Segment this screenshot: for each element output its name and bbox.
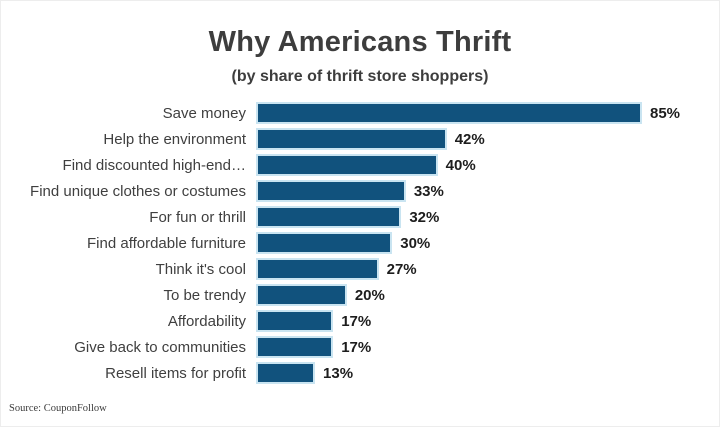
value-label: 27% [386,260,417,278]
bar-row: Save money 85% [1,100,719,126]
value-label: 33% [413,182,444,200]
value-label: 40% [445,156,476,174]
value-label: 85% [650,104,681,122]
bar-row: For fun or thrill 32% [1,204,719,230]
chart-subtitle: (by share of thrift store shoppers) [231,68,489,85]
bar-row: Affordability 17% [1,308,719,334]
bar-row: Resell items for profit 13% [1,360,719,386]
bar-row: Find discounted high-end… 40% [1,152,719,178]
bar [256,362,316,384]
bar [256,310,334,332]
value-label: 42% [454,130,485,148]
category-label: To be trendy [163,286,246,304]
category-label: Help the environment [103,130,246,148]
bar-track: 40% [251,152,719,178]
source-attribution: Source: CouponFollow [9,403,107,414]
bar [256,232,393,254]
category-label: Affordability [167,312,246,330]
bar-track: 27% [251,256,719,282]
value-label: 32% [409,208,440,226]
value-label: 13% [323,364,354,382]
bar-track: 42% [251,126,719,152]
category-label: Find discounted high-end… [62,156,246,174]
chart-title: Why Americans Thrift [208,26,512,58]
category-label: For fun or thrill [149,208,246,226]
bar-chart: Save money 85% Help the environment 42% Find… [1,100,719,386]
bar-row: Give back to communities 17% [1,334,719,360]
bar-row: To be trendy 20% [1,282,719,308]
bar [256,284,347,306]
value-label: 17% [341,312,372,330]
bar-track: 30% [251,230,719,256]
bar-track: 85% [251,100,719,126]
bar [256,336,334,358]
bar-track: 17% [251,308,719,334]
bar-track: 32% [251,204,719,230]
bar [256,180,406,202]
category-label: Find unique clothes or costumes [30,182,246,200]
category-label: Save money [162,104,246,122]
bar [256,102,642,124]
value-label: 20% [354,286,385,304]
bar-row: Find affordable furniture 30% [1,230,719,256]
bar [256,258,379,280]
bar-track: 33% [251,178,719,204]
category-label: Resell items for profit [105,364,246,382]
bar [256,206,402,228]
category-label: Find affordable furniture [87,234,246,252]
value-label: 17% [341,338,372,356]
bar-track: 13% [251,360,719,386]
chart-header: Why Americans Thrift (by share of thrift… [1,1,719,87]
category-label: Give back to communities [74,338,246,356]
bar-row: Think it's cool 27% [1,256,719,282]
category-label: Think it's cool [155,260,246,278]
bar [256,154,438,176]
bar [256,128,447,150]
value-label: 30% [400,234,431,252]
bar-track: 17% [251,334,719,360]
bar-track: 20% [251,282,719,308]
bar-row: Help the environment 42% [1,126,719,152]
bar-row: Find unique clothes or costumes 33% [1,178,719,204]
